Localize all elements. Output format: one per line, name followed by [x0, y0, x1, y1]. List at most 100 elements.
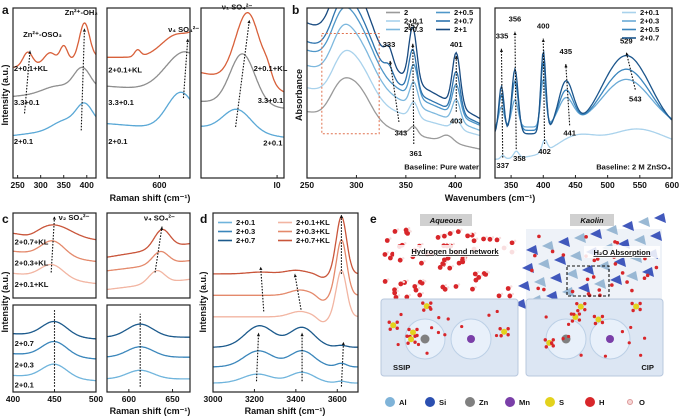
oxygen-atom — [569, 312, 574, 316]
series-line-2-0-5 — [495, 60, 672, 132]
peak-shift-arrow — [260, 266, 265, 312]
hydrogen-atom — [389, 237, 392, 240]
hydrogen-atom — [407, 226, 411, 230]
oxygen-atom — [441, 257, 447, 263]
s-atom — [633, 303, 640, 310]
annotation-label: 2+0.1 — [15, 381, 35, 390]
series-group — [13, 224, 96, 285]
x-tick-label: 450 — [47, 394, 61, 404]
hydrogen-atom — [474, 285, 477, 289]
al-atom-icon — [385, 397, 395, 407]
hydrogen-atom — [386, 278, 390, 281]
arrow-head-icon — [160, 226, 164, 231]
series-line-2-0-1-KL — [13, 22, 96, 69]
oxygen-atom — [382, 279, 388, 284]
series-line-2-0-7 — [107, 323, 190, 338]
axes-frame — [200, 7, 285, 179]
oxygen-atom — [600, 320, 605, 325]
panel-e-schematic: Aqueous Kaolin Hydrogen bond network H₂O Ab… — [380, 213, 666, 407]
label-hydrogen-bond-network: Hydrogen bond network — [411, 247, 499, 256]
hydrogen-atom — [473, 232, 477, 235]
annotation-label: 402 — [538, 147, 551, 156]
hydrogen-atom — [460, 228, 463, 231]
water-oxygen — [425, 351, 429, 355]
x-tick-label: 3000 — [204, 394, 223, 404]
oxygen-atom — [388, 327, 392, 331]
water-oxygen — [487, 313, 491, 317]
title-bg — [570, 214, 614, 226]
oxygen-atom — [404, 294, 410, 300]
hydrogen-atom — [408, 229, 411, 232]
hydrogen-atom — [423, 260, 426, 263]
legend-label: 2+0.1+KL — [296, 218, 330, 227]
oxygen-atom — [442, 286, 448, 292]
annotation-label: Baseline: Pure water — [404, 163, 479, 172]
oxygen-atom — [413, 340, 417, 344]
oxygen-atom — [387, 255, 393, 261]
hydrogen-atom — [421, 242, 424, 246]
series-group — [13, 22, 96, 137]
series-group — [307, 8, 480, 150]
series-line-2-1 — [307, 8, 480, 120]
oxygen-atom — [543, 338, 547, 342]
legend-label: 2+0.7+KL — [296, 236, 330, 245]
oxygen-atom — [570, 289, 575, 294]
oxygen-atom — [630, 301, 634, 306]
tetrahedron-icon — [538, 259, 550, 269]
water-oxygen — [544, 315, 548, 319]
series-line-2-0-1-KL — [13, 263, 96, 285]
axes-frame — [212, 212, 359, 393]
x-tick-label: 400 — [536, 180, 550, 190]
annotation-label: ν₂ SO₄²⁻ — [59, 213, 90, 222]
annotation-label: ν₄ SO₄²⁻ — [144, 214, 175, 223]
annotation-label: 2+0.1 — [263, 139, 283, 148]
subplot-c3: ν₄ SO₄²⁻ — [106, 212, 191, 299]
tetrahedron-icon — [590, 229, 602, 239]
oxygen-atom — [625, 280, 629, 284]
oxygen-atom — [600, 314, 605, 319]
series-line-2-0-3 — [213, 349, 358, 368]
oxygen-atom — [453, 284, 459, 289]
legend-label: 2 — [404, 8, 408, 17]
oxygen-atom — [505, 286, 511, 291]
atom-legend-label: Mn — [519, 398, 530, 407]
oxygen-atom — [447, 231, 453, 236]
oxygen-atom — [575, 301, 579, 306]
tetrahedron-icon — [550, 273, 562, 283]
x-tick-label: 450 — [568, 180, 582, 190]
title-kaolin: Kaolin — [580, 216, 604, 225]
oxygen-atom — [417, 279, 423, 285]
tetrahedron-icon — [610, 275, 622, 285]
arrow-head-icon — [82, 28, 86, 32]
x-tick-label: 500 — [89, 394, 103, 404]
hydrogen-atom — [417, 286, 421, 290]
annotation-label: 335 — [496, 32, 509, 41]
annotation-label: 357 — [406, 21, 419, 30]
tetrahedron-icon — [634, 235, 646, 245]
tetrahedron-icon — [606, 225, 618, 235]
axes-frame — [12, 7, 97, 179]
oxygen-atom — [613, 262, 618, 266]
water-oxygen — [549, 341, 554, 345]
peak-shift-arrow — [50, 216, 56, 273]
tetrahedron-icon — [514, 299, 526, 309]
hydrogen-atom — [448, 242, 452, 246]
oxygen-atom — [406, 341, 410, 345]
water-oxygen — [639, 353, 643, 357]
water-oxygen — [437, 316, 441, 320]
panel-letter-c: c — [2, 212, 9, 226]
c-x-label: Raman shift (cm⁻¹) — [110, 406, 191, 416]
annotation-label: 401 — [450, 40, 463, 49]
oxygen-atom — [577, 312, 582, 316]
water-oxygen — [495, 309, 499, 314]
tetrahedron-icon — [518, 281, 530, 291]
series-line-2-0-3-KL — [213, 239, 358, 301]
label-ssip: SSIP — [393, 363, 410, 372]
x-tick-label: l0 — [274, 180, 281, 190]
annotation-label: 337 — [496, 161, 509, 170]
annotation-label: Zn²⁺-OSO₃ — [23, 30, 62, 39]
oxygen-atom — [592, 314, 597, 319]
oxygen-atom — [506, 327, 510, 331]
water-oxygen — [603, 354, 608, 358]
